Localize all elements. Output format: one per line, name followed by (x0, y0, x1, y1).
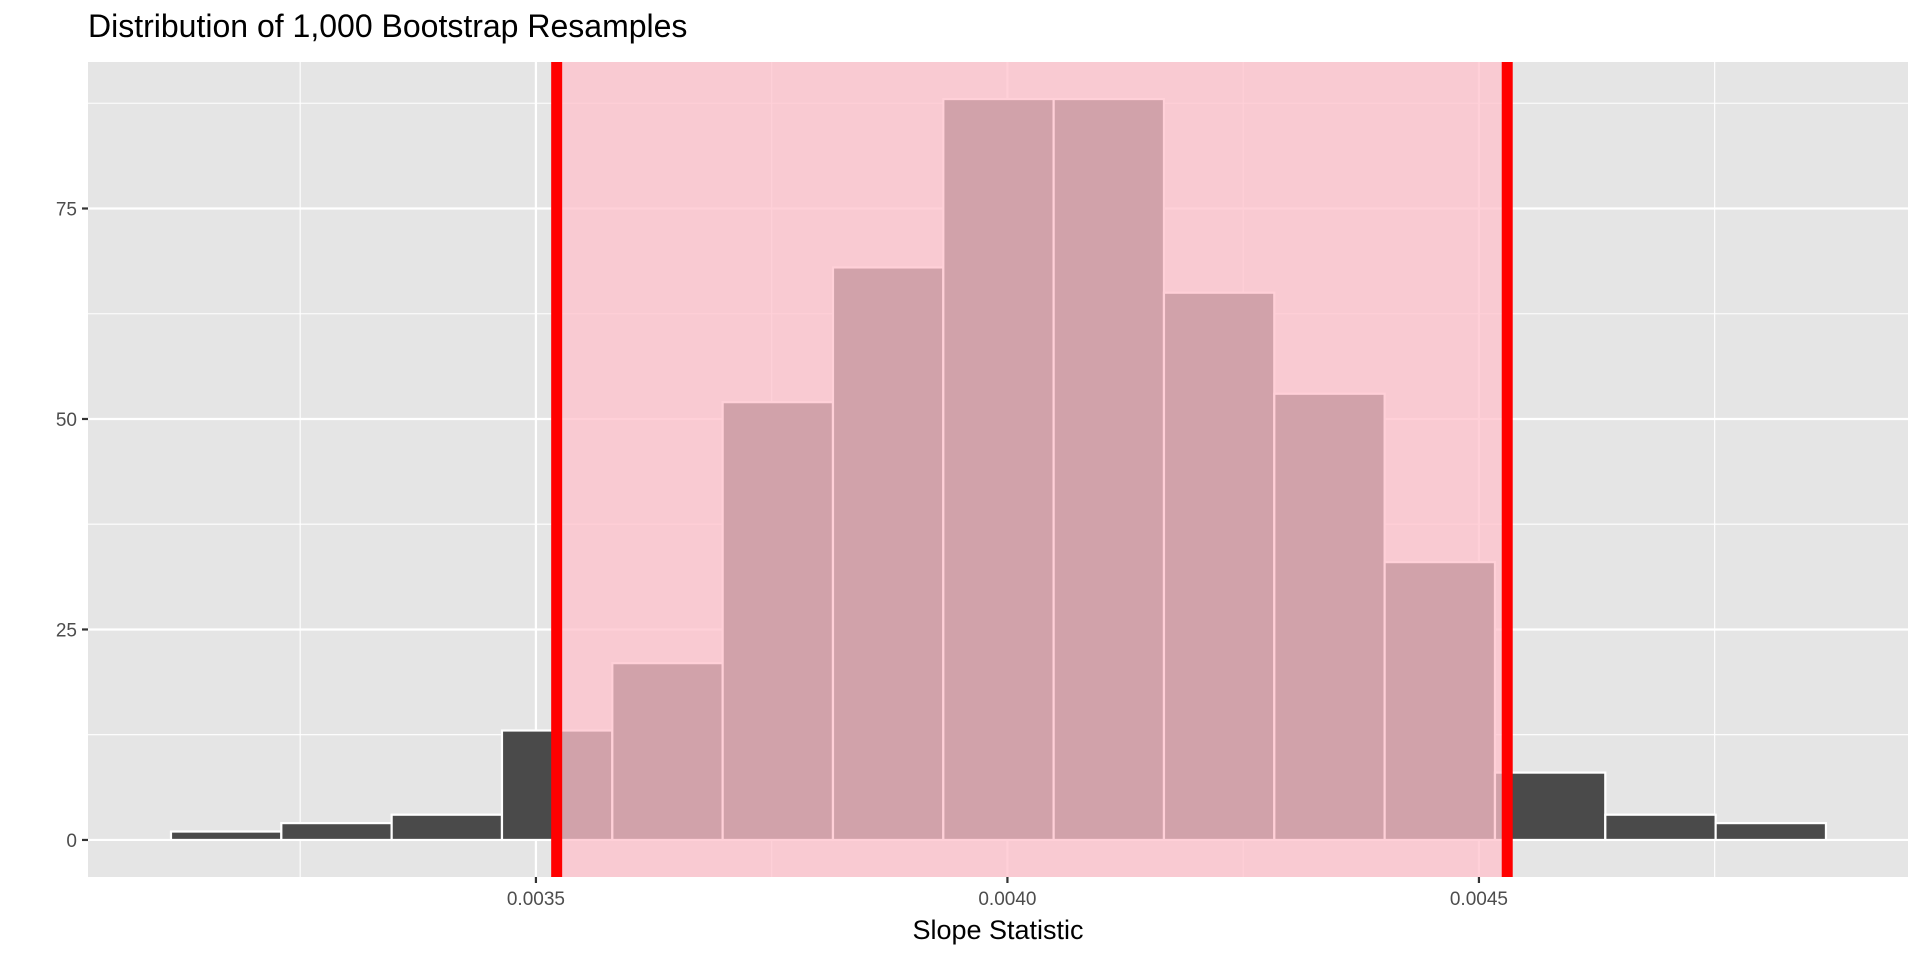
histogram-bar (1493, 771, 1607, 842)
histogram-bar (169, 830, 283, 842)
histogram-bar (1714, 822, 1828, 842)
tick-labels: 0 25 50 75 0.0035 0.0040 0.0045 (56, 199, 1508, 910)
x-tick-label: 0.0040 (978, 889, 1036, 910)
histogram-bar (1604, 813, 1717, 842)
y-tick-label: 75 (56, 199, 77, 220)
x-axis-title: Slope Statistic (912, 915, 1083, 945)
chart-title: Distribution of 1,000 Bootstrap Resample… (88, 8, 688, 44)
axis-ticks (82, 207, 1481, 883)
confidence-interval-lines (551, 62, 1513, 877)
histogram-bar (280, 822, 393, 842)
x-tick-label: 0.0045 (1450, 889, 1508, 910)
y-tick-label: 0 (66, 831, 77, 852)
y-tick-label: 25 (56, 620, 77, 641)
x-tick-label: 0.0035 (507, 889, 565, 910)
histogram-bar (390, 813, 504, 842)
confidence-interval-shade (556, 62, 1508, 877)
y-tick-label: 50 (56, 410, 77, 431)
